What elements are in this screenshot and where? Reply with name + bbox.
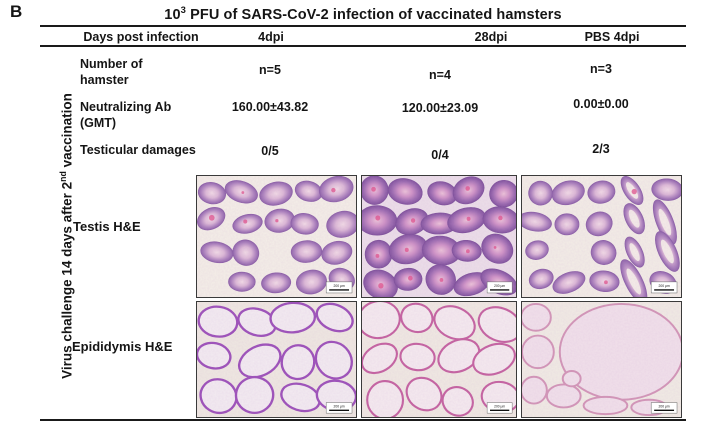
rule-top (40, 25, 686, 27)
scale-bar-label: 200 μm (658, 284, 669, 288)
scale-bar-label: 200 μm (494, 284, 505, 288)
value-damage-4dpi: 0/5 (261, 144, 279, 158)
title-exponent: 3 (180, 4, 186, 15)
scale-bar-label: 200 μm (658, 404, 670, 408)
value-number-28dpi: n=4 (429, 68, 451, 82)
title-rest: PFU of SARS-CoV-2 infection of vaccinate… (185, 6, 562, 23)
column-header-days-post-infection: Days post infection (83, 30, 199, 44)
rule-header (40, 45, 686, 47)
value-number-pbs: n=3 (590, 62, 612, 76)
value-damage-28dpi: 0/4 (431, 148, 449, 162)
testis-he-micrograph-4dpi: 200 μm (196, 175, 357, 298)
value-nab-28dpi: 120.00±23.09 (401, 101, 479, 115)
row-label-testis-he: Testis H&E (73, 219, 141, 234)
row-label-epididymis-he: Epididymis H&E (72, 339, 173, 354)
rule-bottom (40, 419, 686, 421)
scale-bar-label: 200 μm (333, 404, 345, 408)
testis-he-micrograph-pbs-4dpi: 200 μm (521, 175, 682, 298)
side-axis-label: Virus challenge 14 days after 2nd vaccin… (58, 93, 75, 379)
epididymis-he-micrograph-4dpi: 200 μm (196, 301, 357, 418)
column-header-pbs-4dpi: PBS 4dpi (584, 30, 640, 44)
testis-he-micrograph-28dpi: 200 μm (361, 175, 517, 298)
title-base: 10 (164, 6, 181, 23)
epididymis-he-micrograph-28dpi: 200 μm (361, 301, 517, 418)
side-label-suffix: vaccination (59, 93, 75, 172)
value-nab-pbs: 0.00±0.00 (573, 97, 629, 111)
figure-title: 103 PFU of SARS-CoV-2 infection of vacci… (40, 4, 686, 23)
row-label-neutralizing-ab: Neutralizing Ab (GMT) (80, 100, 172, 130)
row-label-number-of-hamster: Number of hamster (80, 57, 143, 87)
scale-bar-label: 200 μm (333, 284, 344, 288)
epididymis-he-micrograph-pbs-4dpi: 200 μm (521, 301, 682, 418)
panel-letter: B (10, 2, 23, 21)
scale-bar-label: 200 μm (494, 404, 505, 408)
side-label-superscript: nd (57, 171, 68, 182)
row-label-testicular-damages: Testicular damages (80, 143, 196, 157)
column-header-4dpi: 4dpi (258, 30, 284, 44)
value-nab-4dpi: 160.00±43.82 (231, 100, 309, 114)
value-damage-pbs: 2/3 (592, 142, 610, 156)
column-header-28dpi: 28dpi (474, 30, 508, 44)
value-number-4dpi: n=5 (259, 63, 281, 77)
